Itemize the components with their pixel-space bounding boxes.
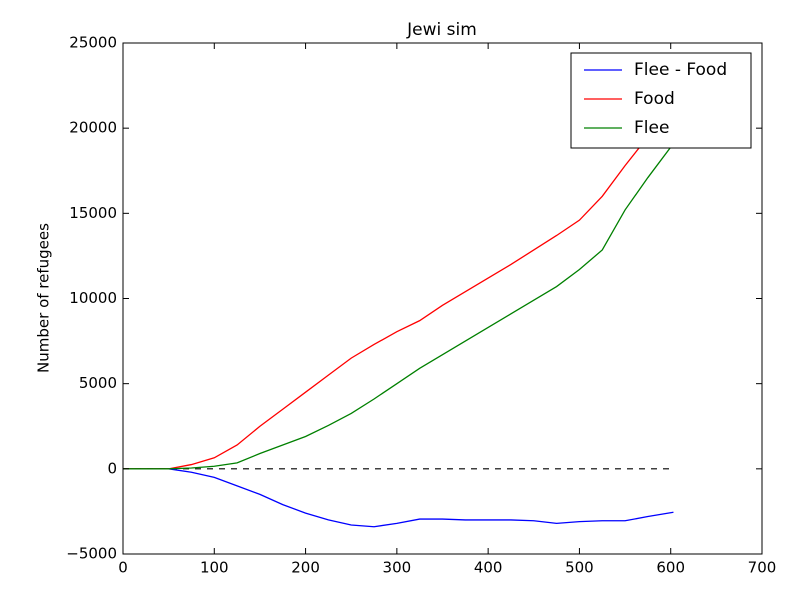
x-tick-label: 400: [474, 559, 503, 577]
chart-title: Jewi sim: [406, 20, 477, 40]
data-line: [123, 143, 674, 470]
legend-label: Food: [634, 89, 675, 109]
y-tick-label: 0: [107, 459, 117, 477]
legend-box: [570, 52, 752, 149]
x-tick-label: 100: [200, 559, 229, 577]
y-tick-label: −5000: [66, 545, 117, 563]
legend-label: Flee: [634, 118, 669, 138]
y-tick-label: 5000: [79, 374, 117, 392]
y-tick-label: 25000: [69, 34, 117, 52]
x-tick-label: 300: [383, 559, 412, 577]
y-axis-label: Number of refugees: [35, 223, 53, 373]
x-tick-label: 0: [118, 559, 128, 577]
y-tick-label: 20000: [69, 119, 117, 137]
x-tick-label: 500: [565, 559, 594, 577]
x-tick-label: 600: [656, 559, 685, 577]
x-tick-label: 200: [291, 559, 320, 577]
y-tick-label: 10000: [69, 289, 117, 307]
y-tick-label: 15000: [69, 204, 117, 222]
data-line: [123, 468, 674, 528]
legend-label: Flee - Food: [634, 60, 727, 80]
data-line: [123, 102, 674, 470]
x-tick-label: 700: [748, 559, 777, 577]
